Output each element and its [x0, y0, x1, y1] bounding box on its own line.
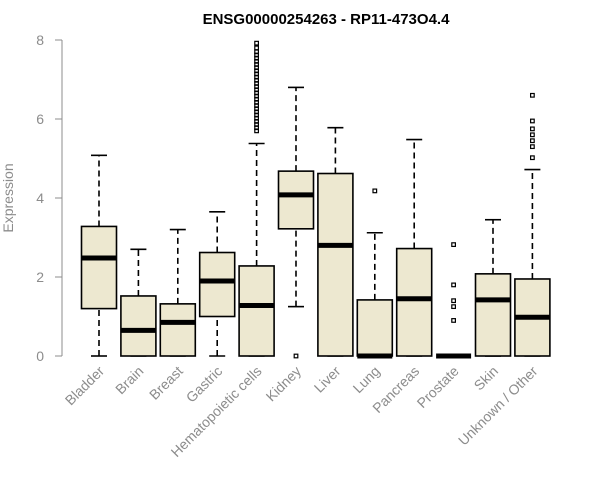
iqr-box: [198, 251, 236, 318]
x-tick-label: Skin: [471, 363, 502, 394]
iqr-box: [80, 225, 118, 310]
x-tick-label: Breast: [146, 363, 186, 403]
box-group-breast: [159, 228, 197, 357]
outlier-point: [529, 155, 535, 161]
outlier-point: [254, 49, 260, 55]
box-group-unknown-other: [514, 92, 551, 357]
iqr-box: [356, 299, 394, 357]
box-group-kidney: [277, 86, 315, 359]
box-group-hematopoietic-cells: [238, 40, 275, 357]
outlier-point: [451, 318, 456, 323]
x-tick-label: Brain: [112, 363, 146, 397]
iqr-box: [317, 172, 354, 357]
y-ticks: 0 2 4 6 8: [36, 32, 62, 364]
outlier-point: [529, 118, 535, 124]
iqr-box: [474, 273, 512, 357]
iqr-box: [277, 170, 315, 230]
box-group-liver: [317, 126, 354, 357]
x-tick-label: Liver: [311, 363, 344, 396]
outlier-point: [529, 132, 535, 138]
outlier-point: [372, 188, 378, 194]
iqr-box: [159, 303, 197, 357]
x-tick-label: Prostate: [414, 363, 462, 411]
box-group-bladder: [80, 154, 118, 357]
chart-title: ENSG00000254263 - RP11-473O4.4: [203, 11, 450, 28]
x-tick-label: Kidney: [263, 363, 305, 405]
iqr-box: [238, 265, 275, 357]
outlier-point: [293, 353, 299, 359]
outlier-point: [254, 45, 260, 51]
outlier-point: [529, 144, 535, 150]
y-tick-label: 4: [36, 190, 44, 206]
x-tick-label: Lung: [350, 363, 383, 396]
box-group-pancreas: [395, 138, 433, 357]
outlier-point: [451, 242, 456, 248]
outlier-point: [451, 304, 456, 310]
box-group-gastric: [198, 211, 236, 357]
y-axis-label: Expression: [0, 163, 16, 232]
y-tick-label: 8: [36, 32, 44, 48]
outlier-point: [451, 282, 456, 288]
outlier-point: [451, 298, 456, 304]
box-group-lung: [356, 188, 394, 359]
outlier-point: [529, 126, 535, 132]
box-group-skin: [474, 218, 512, 357]
x-tick-label: Bladder: [62, 363, 108, 409]
y-tick-label: 0: [36, 348, 44, 364]
outlier-point: [529, 92, 535, 98]
boxes-layer: [80, 40, 551, 359]
iqr-box: [120, 295, 157, 357]
iqr-box: [395, 247, 433, 357]
y-tick-label: 2: [36, 269, 44, 285]
box-group-prostate: [436, 242, 472, 359]
box-group-brain: [120, 248, 157, 357]
outlier-point: [254, 40, 260, 46]
y-tick-label: 6: [36, 111, 44, 127]
outlier-point: [529, 138, 535, 144]
